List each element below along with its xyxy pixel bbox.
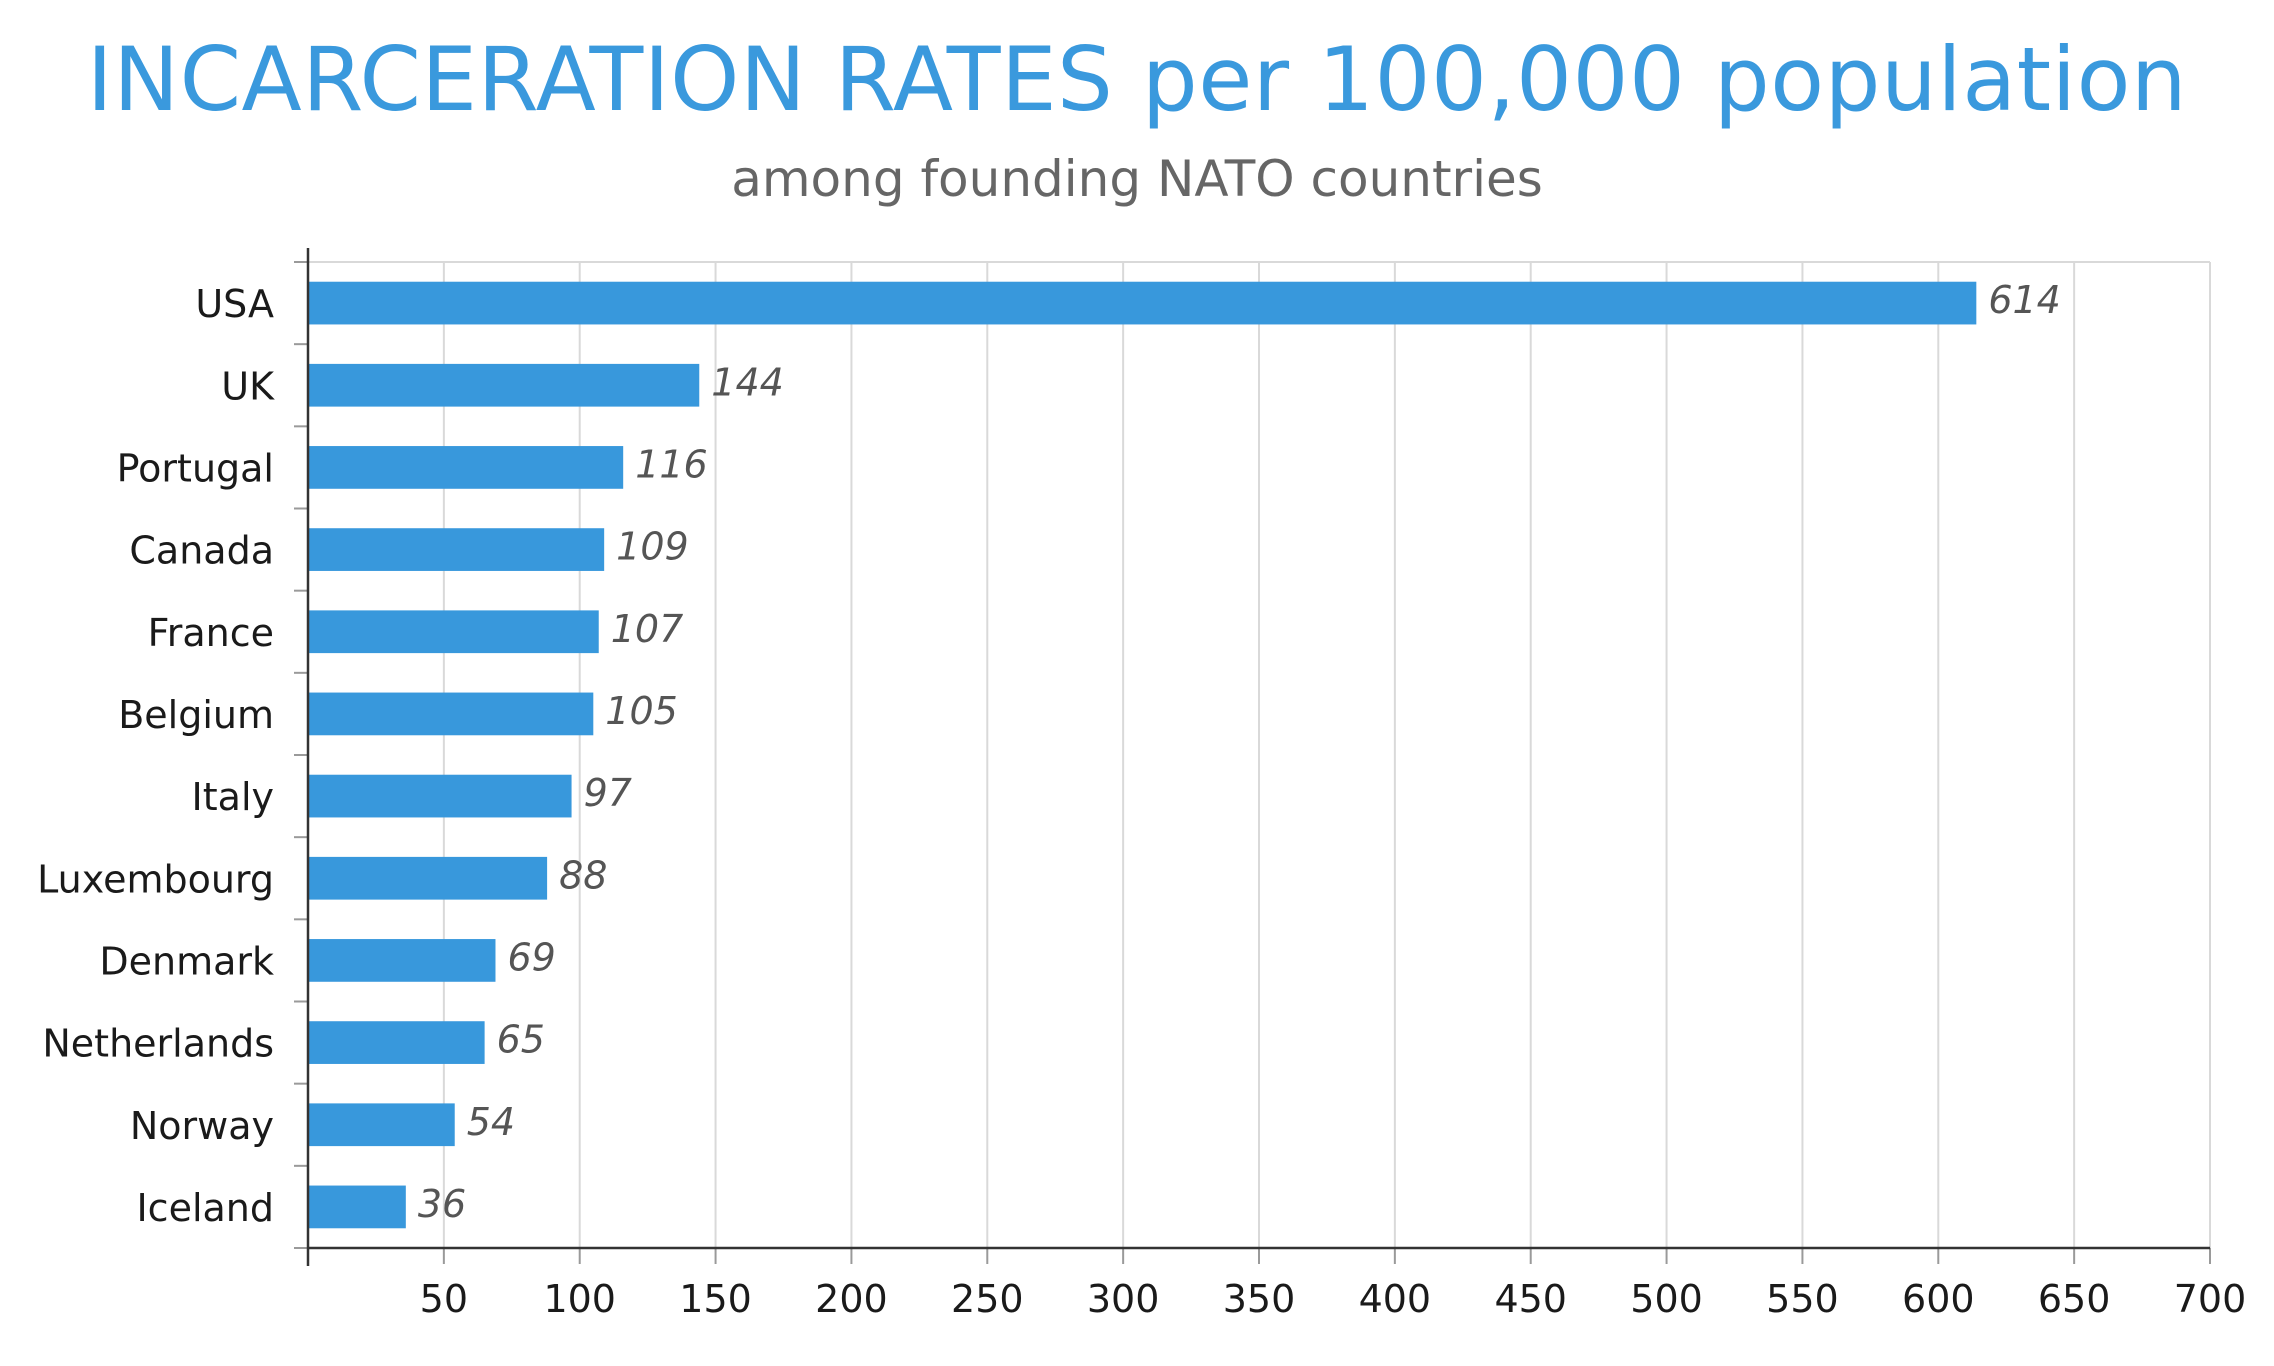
x-tick-label: 150 bbox=[679, 1277, 752, 1321]
x-tick-label: 350 bbox=[1223, 1277, 1296, 1321]
axes bbox=[294, 248, 2211, 1266]
x-tick-label: 600 bbox=[1902, 1277, 1975, 1321]
value-label: 65 bbox=[497, 1018, 545, 1062]
value-label: 69 bbox=[507, 935, 555, 979]
category-label: Iceland bbox=[136, 1186, 274, 1230]
category-label: Norway bbox=[130, 1104, 274, 1148]
category-label: Italy bbox=[192, 775, 274, 819]
bar-netherlands bbox=[308, 1021, 485, 1064]
x-tick-label: 300 bbox=[1087, 1277, 1160, 1321]
bar-usa bbox=[308, 281, 1977, 325]
x-tick-label: 650 bbox=[2038, 1277, 2111, 1321]
x-tick-label: 700 bbox=[2174, 1277, 2247, 1321]
bar-italy bbox=[308, 774, 572, 818]
bar-france bbox=[308, 610, 599, 654]
x-tick-label: 200 bbox=[815, 1277, 888, 1321]
value-label: 54 bbox=[467, 1100, 515, 1144]
category-label: France bbox=[148, 611, 274, 655]
category-label: USA bbox=[195, 282, 274, 326]
bar-norway bbox=[308, 1103, 455, 1147]
bars bbox=[308, 281, 1977, 1229]
gridlines bbox=[308, 261, 2211, 1248]
bar-uk bbox=[308, 363, 700, 407]
x-tick-label: 550 bbox=[1766, 1277, 1839, 1321]
category-label: UK bbox=[221, 364, 275, 408]
x-tick-label: 100 bbox=[543, 1277, 616, 1321]
bar-denmark bbox=[308, 939, 496, 982]
value-label: 614 bbox=[1988, 278, 2061, 322]
category-label: Belgium bbox=[118, 693, 274, 737]
x-tick-label: 450 bbox=[1494, 1277, 1567, 1321]
bar-canada bbox=[308, 528, 605, 571]
value-label: 144 bbox=[711, 360, 784, 404]
x-tick-label: 500 bbox=[1630, 1277, 1703, 1321]
value-label: 97 bbox=[584, 771, 632, 815]
value-label: 109 bbox=[616, 525, 689, 569]
category-label: Denmark bbox=[99, 939, 274, 983]
bar-portugal bbox=[308, 446, 624, 489]
category-label: Portugal bbox=[117, 446, 274, 490]
chart-title: INCARCERATION RATES per 100,000 populati… bbox=[86, 28, 2188, 131]
value-label: 36 bbox=[418, 1182, 466, 1226]
category-label: Luxembourg bbox=[37, 857, 274, 901]
x-tick-label: 250 bbox=[951, 1277, 1024, 1321]
value-label: 107 bbox=[611, 607, 684, 651]
category-label: Netherlands bbox=[42, 1022, 274, 1066]
bar-belgium bbox=[308, 692, 594, 736]
labels: 50 100 150 200 250 300 350 400 450 500 550 600 650 70… bbox=[37, 278, 2246, 1321]
bar-iceland bbox=[308, 1185, 406, 1229]
x-tick-label: 50 bbox=[420, 1277, 468, 1321]
value-label: 116 bbox=[635, 442, 708, 486]
value-label: 105 bbox=[605, 689, 678, 733]
chart-subtitle: among founding NATO countries bbox=[731, 150, 1543, 208]
value-label: 88 bbox=[559, 853, 607, 897]
category-label: Canada bbox=[129, 529, 274, 573]
x-tick-label: 400 bbox=[1359, 1277, 1432, 1321]
bar-luxembourg bbox=[308, 856, 548, 900]
